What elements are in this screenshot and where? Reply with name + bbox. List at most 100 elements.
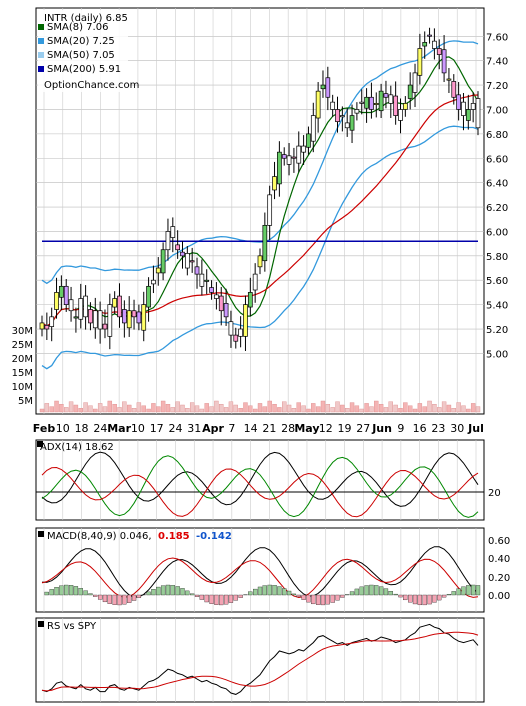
macd-histogram-bar	[383, 588, 389, 596]
macd-histogram-bar	[296, 594, 301, 598]
macd-tick-label: 0.00	[488, 591, 510, 602]
price-tick-label: 7.40	[486, 57, 508, 68]
price-tick-label: 7.60	[486, 32, 508, 43]
candle-body	[291, 156, 297, 159]
macd-tick-label: 0.60	[488, 536, 510, 547]
candle-body	[470, 103, 476, 110]
macd-histogram-bar	[214, 594, 219, 605]
volume-bar	[165, 404, 171, 413]
macd-swatch	[38, 531, 44, 537]
macd-histogram-bar	[427, 594, 432, 605]
macd-histogram-bar	[88, 593, 93, 596]
macd-histogram-bar	[127, 594, 132, 603]
x-tick-label: 9	[397, 422, 404, 435]
volume-bar	[88, 405, 93, 413]
volume-bar	[44, 403, 50, 413]
macd-histogram-bar	[330, 594, 335, 603]
adx-label: ADX(14) 18.62	[40, 442, 114, 453]
macd-histogram-bar	[49, 589, 54, 596]
volume-bar	[369, 406, 374, 413]
macd-histogram-bar	[131, 594, 137, 601]
macd-histogram-bar	[291, 593, 297, 596]
volume-bar	[199, 408, 205, 413]
macd-histogram-bar	[170, 585, 175, 596]
candle-body	[364, 96, 369, 109]
candle-body	[388, 94, 394, 104]
macd-histogram-bar	[233, 594, 238, 601]
macd-histogram-bar	[209, 594, 214, 604]
legend-swatch-sma50	[38, 52, 44, 58]
candle-body	[238, 328, 243, 337]
macd-histogram-bar	[417, 594, 423, 606]
macd-histogram-bar	[349, 591, 355, 596]
candle-body	[49, 316, 55, 327]
candle-body	[112, 298, 118, 308]
volume-bar	[194, 405, 200, 413]
candle-body	[126, 310, 132, 329]
legend-sma20: SMA(20) 7.25	[47, 36, 115, 47]
volume-bar	[354, 405, 360, 413]
volume-bar	[345, 408, 350, 413]
price-tick-label: 7.20	[486, 81, 508, 92]
adx-swatch	[37, 441, 43, 447]
legend-bg	[38, 10, 128, 92]
volume-bar	[204, 403, 209, 413]
volume-bar	[73, 404, 79, 413]
macd-histogram-bar	[54, 587, 59, 596]
candle-body	[228, 321, 234, 336]
volume-bar	[175, 401, 180, 413]
candle-body	[199, 273, 205, 287]
volume-bar	[446, 404, 452, 413]
macd-histogram-bar	[286, 590, 292, 596]
candle-body	[83, 295, 88, 318]
volume-bar	[160, 400, 166, 413]
volume-bar	[39, 408, 45, 413]
x-tick-label: 30	[450, 422, 464, 435]
volume-bar	[248, 405, 253, 413]
macd-histogram-bar	[282, 588, 287, 596]
candle-body	[398, 109, 403, 121]
candle-body	[441, 49, 447, 74]
macd-histogram-bar	[306, 594, 311, 603]
macd-histogram-bar	[311, 594, 316, 605]
volume-bar	[398, 408, 403, 413]
volume-bar	[54, 400, 59, 413]
macd-histogram-bar	[151, 589, 156, 596]
volume-bar	[437, 407, 442, 413]
bollinger-upper	[41, 40, 479, 285]
candle-body	[349, 115, 355, 131]
volume-bar	[146, 408, 151, 413]
volume-bar	[422, 406, 427, 413]
price-tick-label: 5.60	[486, 276, 508, 287]
candle-body	[39, 322, 45, 330]
candle-body	[223, 303, 229, 318]
volume-bar	[151, 403, 156, 413]
legend-sma50: SMA(50) 7.05	[47, 50, 115, 61]
volume-tick-label: 25M	[12, 340, 33, 351]
candle-body	[432, 40, 437, 49]
macd-histogram-bar	[374, 585, 379, 596]
volume-bar	[315, 406, 321, 413]
candle-body	[272, 176, 277, 191]
candle-body	[465, 109, 471, 121]
volume-bar	[451, 408, 456, 413]
candle-body	[247, 292, 253, 308]
candle-body	[475, 98, 481, 129]
volume-bar	[141, 405, 146, 413]
legend-swatch-sma200	[38, 66, 44, 72]
candle-body	[78, 298, 84, 320]
volume-bar	[340, 404, 345, 413]
candle-body	[88, 309, 93, 324]
macd-histogram-bar	[364, 585, 369, 596]
x-tick-label: 14	[244, 422, 258, 435]
price-tick-label: 5.80	[486, 252, 508, 263]
volume-bar	[393, 404, 398, 413]
volume-bar	[301, 405, 306, 413]
legend-swatch-sma20	[38, 38, 44, 44]
volume-bar	[461, 405, 466, 413]
volume-bar	[364, 403, 369, 413]
macd-histogram-bar	[456, 588, 461, 596]
volume-bar	[282, 401, 287, 413]
macd-histogram-bar	[160, 585, 166, 596]
macd-histogram-bar	[359, 586, 364, 596]
